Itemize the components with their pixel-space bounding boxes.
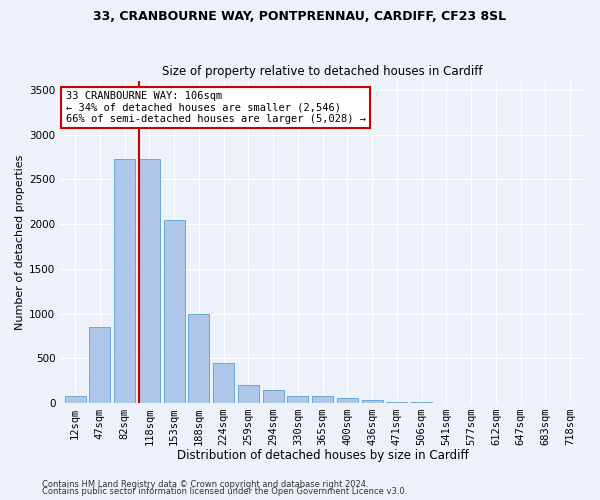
Text: Contains public sector information licensed under the Open Government Licence v3: Contains public sector information licen… [42, 487, 407, 496]
Bar [114, 159, 135, 403]
Bar [337, 398, 358, 403]
Bar [411, 402, 432, 403]
Bar [89, 327, 110, 403]
Bar [213, 362, 234, 403]
Bar [164, 220, 185, 403]
Title: Size of property relative to detached houses in Cardiff: Size of property relative to detached ho… [163, 66, 483, 78]
Bar [238, 385, 259, 403]
Text: 33 CRANBOURNE WAY: 106sqm
← 34% of detached houses are smaller (2,546)
66% of se: 33 CRANBOURNE WAY: 106sqm ← 34% of detac… [65, 90, 365, 124]
Bar [188, 314, 209, 403]
Bar [312, 396, 333, 403]
Bar [386, 402, 407, 403]
Text: 33, CRANBOURNE WAY, PONTPRENNAU, CARDIFF, CF23 8SL: 33, CRANBOURNE WAY, PONTPRENNAU, CARDIFF… [94, 10, 506, 23]
Bar [139, 159, 160, 403]
Bar [263, 390, 284, 403]
Text: Contains HM Land Registry data © Crown copyright and database right 2024.: Contains HM Land Registry data © Crown c… [42, 480, 368, 489]
Bar [287, 396, 308, 403]
Bar [65, 396, 86, 403]
Bar [362, 400, 383, 403]
Y-axis label: Number of detached properties: Number of detached properties [15, 154, 25, 330]
X-axis label: Distribution of detached houses by size in Cardiff: Distribution of detached houses by size … [177, 450, 469, 462]
